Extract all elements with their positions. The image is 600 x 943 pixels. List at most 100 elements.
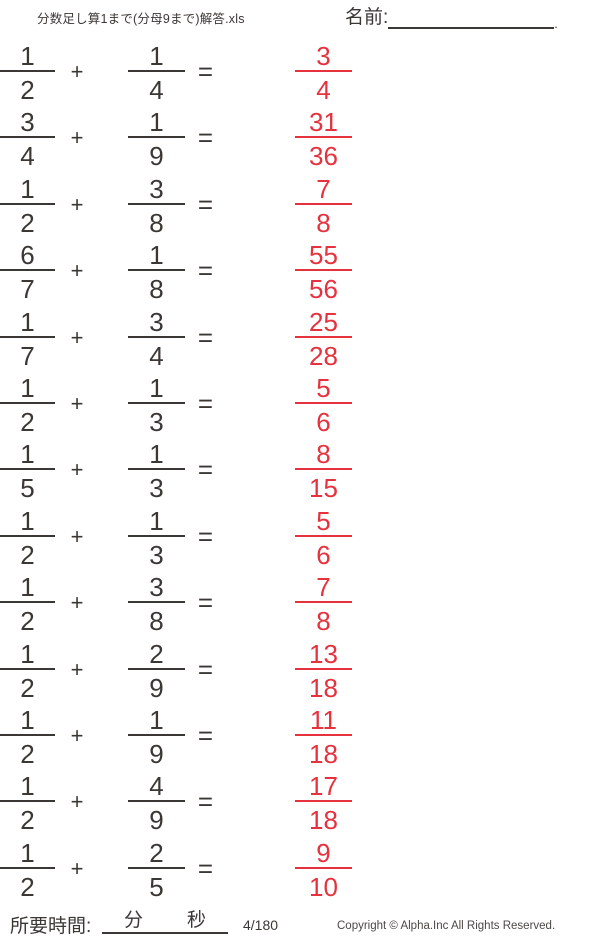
addend-2-fraction: 3 8 xyxy=(128,572,185,637)
plus-operator: + xyxy=(70,590,84,616)
equals-sign: = xyxy=(197,388,214,419)
answer-numerator: 25 xyxy=(295,307,352,338)
answer-denominator: 4 xyxy=(316,75,331,105)
answer-denominator: 10 xyxy=(309,871,338,902)
answer-denominator: 18 xyxy=(309,805,338,836)
addend-2-denominator: 9 xyxy=(149,672,164,703)
addend-2-denominator: 9 xyxy=(149,141,164,172)
answer-fraction: 3 4 xyxy=(295,41,352,105)
addend-2-denominator: 8 xyxy=(149,606,164,637)
addend-2-fraction: 2 9 xyxy=(128,639,185,703)
addend-2-numerator: 1 xyxy=(128,41,185,72)
addend-1-numerator: 1 xyxy=(0,838,55,869)
plus-operator: + xyxy=(70,789,84,815)
addend-2-denominator: 4 xyxy=(149,340,164,371)
name-line-period: . xyxy=(554,16,558,31)
footer: 所要時間: 分 秒 4/180 Copyright © Alpha.Inc Al… xyxy=(0,905,600,943)
addend-2-numerator: 2 xyxy=(128,639,185,670)
time-blank-line: 分 秒 xyxy=(102,908,228,934)
time-required-label: 所要時間: xyxy=(10,916,92,937)
answer-fraction: 7 8 xyxy=(295,572,352,637)
addend-2-fraction: 1 3 xyxy=(128,439,185,504)
answer-fraction: 9 10 xyxy=(295,838,352,902)
addend-1-numerator: 1 xyxy=(0,174,55,205)
addend-2-numerator: 1 xyxy=(128,506,185,537)
seconds-unit-label: 秒 xyxy=(186,910,206,931)
page-number: 4/180 xyxy=(243,917,279,933)
name-field: 名前: . xyxy=(345,5,558,31)
addend-1-fraction: 1 2 xyxy=(0,705,55,769)
problem-row: 1 2 + 1 3 = 5 6 xyxy=(0,504,600,570)
addend-2-fraction: 1 3 xyxy=(128,506,185,570)
addend-2-denominator: 5 xyxy=(149,871,164,902)
answer-denominator: 6 xyxy=(316,406,331,437)
answer-fraction: 31 36 xyxy=(295,107,352,171)
addend-2-denominator: 4 xyxy=(149,75,164,105)
addend-2-fraction: 1 9 xyxy=(128,107,185,172)
problem-list: 1 2 + 1 4 = 3 4 3 4 + 1 9 = 31 36 1 xyxy=(0,39,600,902)
addend-1-numerator: 1 xyxy=(0,506,55,537)
addend-1-denominator: 4 xyxy=(20,141,35,172)
answer-denominator: 8 xyxy=(316,606,331,637)
addend-2-denominator: 8 xyxy=(149,207,164,238)
problem-row: 1 5 + 1 3 = 8 15 xyxy=(0,437,600,503)
addend-2-denominator: 3 xyxy=(149,473,164,504)
problem-row: 1 2 + 1 4 = 3 4 xyxy=(0,39,600,105)
equals-sign: = xyxy=(197,322,214,353)
addend-2-numerator: 2 xyxy=(128,838,185,869)
plus-operator: + xyxy=(70,523,84,549)
answer-numerator: 11 xyxy=(295,705,352,736)
minutes-unit-label: 分 xyxy=(123,910,143,931)
answer-numerator: 7 xyxy=(295,572,352,604)
name-blank-line xyxy=(388,9,555,29)
plus-operator: + xyxy=(70,855,84,881)
answer-fraction: 7 8 xyxy=(295,174,352,238)
addend-1-fraction: 1 2 xyxy=(0,639,55,703)
plus-operator: + xyxy=(70,125,84,151)
answer-numerator: 5 xyxy=(295,373,352,404)
answer-fraction: 13 18 xyxy=(295,639,352,703)
problem-row: 3 4 + 1 9 = 31 36 xyxy=(0,105,600,171)
addend-2-fraction: 1 8 xyxy=(128,240,185,304)
addend-1-fraction: 1 2 xyxy=(0,572,55,636)
equals-sign: = xyxy=(197,189,214,220)
problem-row: 1 2 + 3 8 = 7 8 xyxy=(0,172,600,238)
addend-1-numerator: 1 xyxy=(0,373,55,404)
answer-fraction: 5 6 xyxy=(295,506,352,570)
problem-row: 1 2 + 1 3 = 5 6 xyxy=(0,371,600,437)
addend-1-numerator: 6 xyxy=(0,240,55,272)
addend-1-denominator: 2 xyxy=(20,539,35,570)
equals-sign: = xyxy=(197,786,214,817)
copyright-notice: Copyright © Alpha.Inc All Rights Reserve… xyxy=(337,920,556,932)
answer-fraction: 25 28 xyxy=(295,307,352,371)
addend-1-denominator: 2 xyxy=(20,871,35,902)
problem-row: 6 7 + 1 8 = 55 56 xyxy=(0,238,600,304)
addend-1-numerator: 1 xyxy=(0,572,55,604)
answer-numerator: 5 xyxy=(295,506,352,537)
addend-1-fraction: 1 2 xyxy=(0,506,55,570)
addend-2-fraction: 4 9 xyxy=(128,771,185,835)
problem-row: 1 2 + 4 9 = 17 18 xyxy=(0,769,600,835)
addend-1-fraction: 1 7 xyxy=(0,307,55,371)
equals-sign: = xyxy=(197,654,214,685)
addend-1-denominator: 2 xyxy=(20,672,35,703)
answer-numerator: 9 xyxy=(295,838,352,869)
answer-denominator: 18 xyxy=(309,672,338,703)
answer-denominator: 8 xyxy=(316,207,331,238)
equals-sign: = xyxy=(197,720,214,751)
addend-1-numerator: 1 xyxy=(0,639,55,670)
problem-row: 1 2 + 2 5 = 9 10 xyxy=(0,836,600,902)
addend-2-numerator: 3 xyxy=(128,572,185,604)
plus-operator: + xyxy=(70,191,84,217)
plus-operator: + xyxy=(70,390,84,416)
addend-1-denominator: 2 xyxy=(20,738,35,769)
equals-sign: = xyxy=(197,521,214,552)
equals-sign: = xyxy=(197,853,214,884)
answer-fraction: 8 15 xyxy=(295,439,352,503)
addend-1-denominator: 7 xyxy=(20,340,35,371)
addend-1-fraction: 1 2 xyxy=(0,838,55,902)
answer-denominator: 18 xyxy=(309,738,338,769)
addend-1-denominator: 2 xyxy=(20,207,35,238)
addend-2-fraction: 3 8 xyxy=(128,174,185,238)
addend-2-numerator: 1 xyxy=(128,439,185,471)
